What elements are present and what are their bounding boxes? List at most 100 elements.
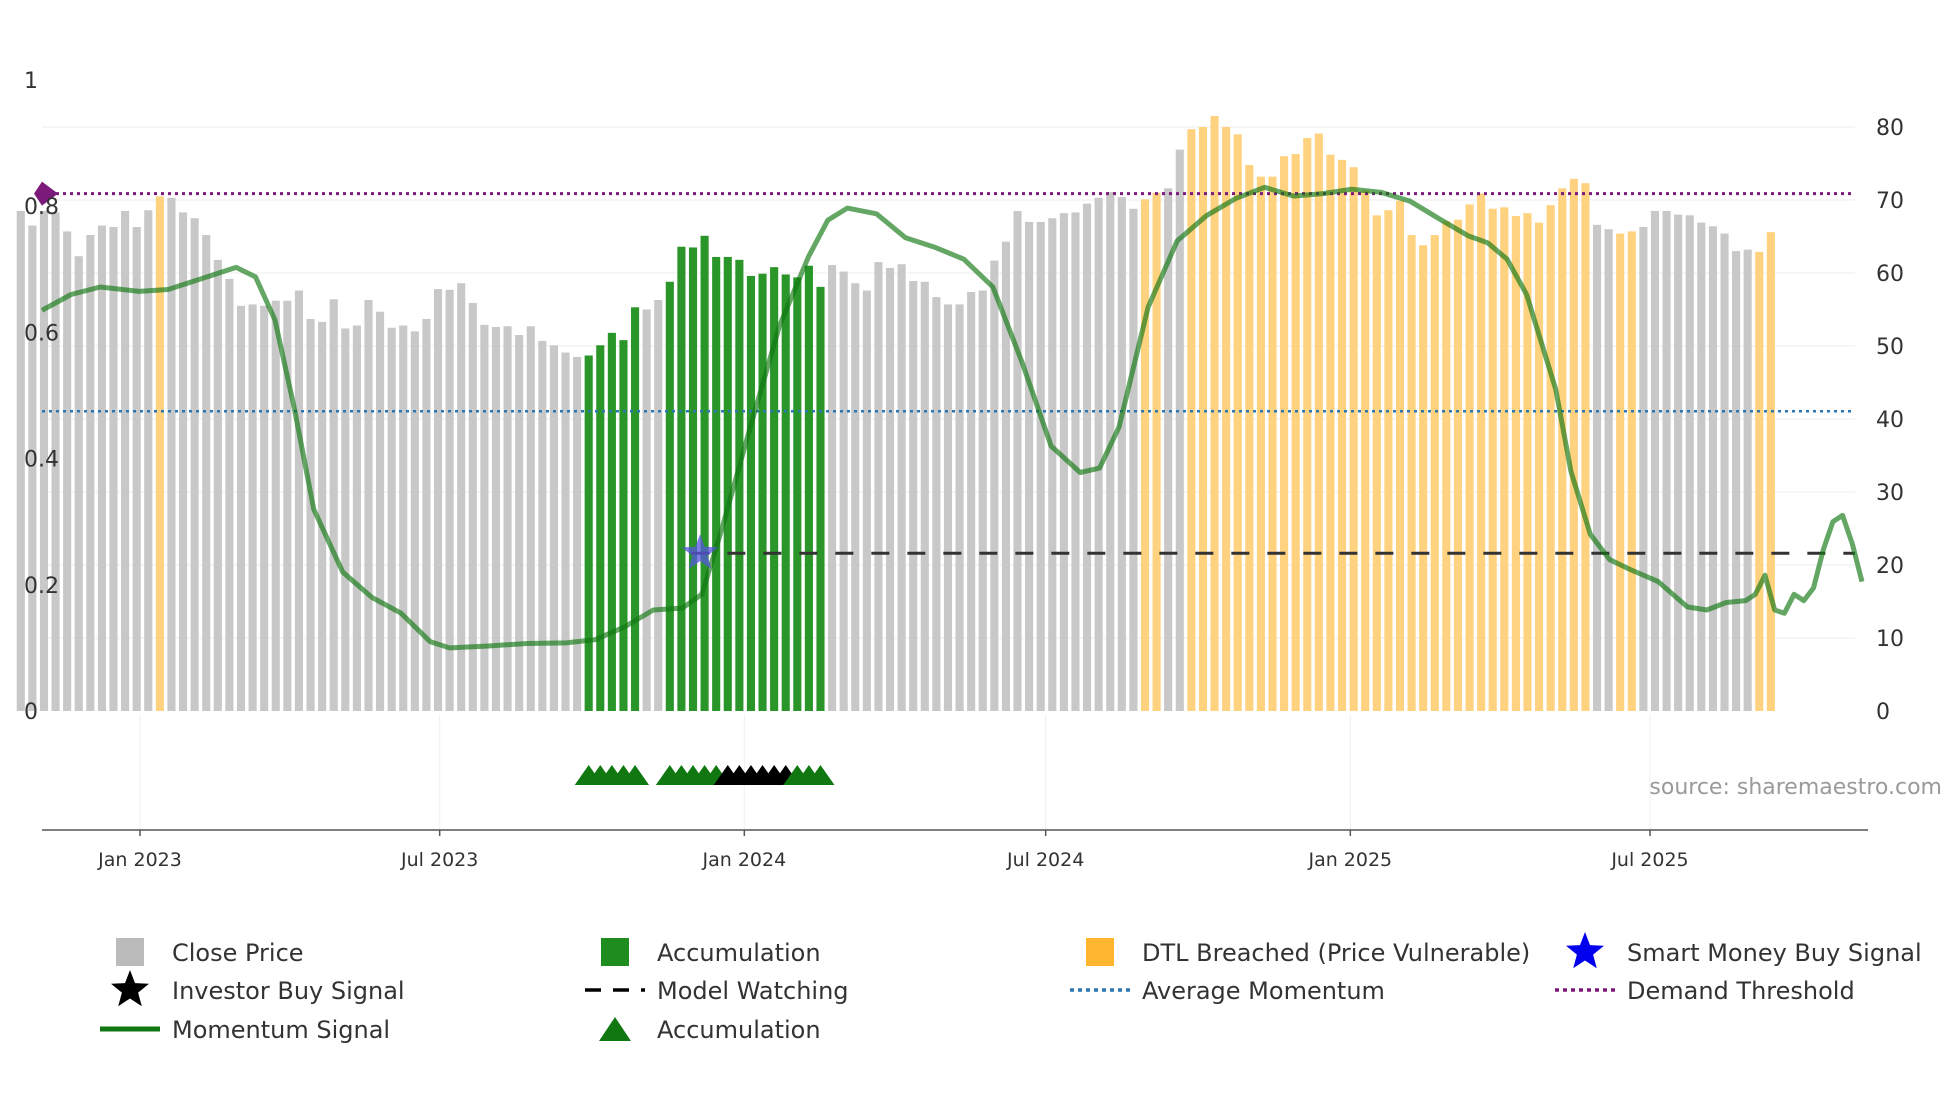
legend-label: Smart Money Buy Signal — [1627, 939, 1922, 967]
signal-lines — [34, 181, 1865, 651]
close-price-bar — [121, 210, 130, 711]
close-price-bar — [190, 218, 199, 711]
accumulation-bar — [596, 345, 605, 711]
accumulation-bar — [584, 355, 593, 711]
dtl-breached-bar — [1511, 216, 1520, 711]
legend-item-close: Close Price — [116, 938, 304, 967]
accumulation-bar — [665, 281, 674, 711]
close-price-bar — [1662, 210, 1671, 711]
close-price-bar — [1025, 221, 1034, 711]
close-price-bar — [561, 352, 570, 711]
legend-item-demand: Demand Threshold — [1555, 977, 1855, 1005]
right-tick-label: 30 — [1876, 481, 1904, 506]
legend-item-avg: Average Momentum — [1070, 977, 1385, 1005]
close-price-bar — [573, 356, 582, 711]
legend-item-dtl: DTL Breached (Price Vulnerable) — [1086, 938, 1530, 967]
accumulation-bar — [688, 247, 698, 711]
close-price-bar — [167, 197, 176, 711]
close-price-bar — [422, 318, 431, 711]
accumulation-bar — [677, 246, 686, 711]
close-price-bar — [213, 259, 222, 711]
dtl-breached-bar — [1558, 188, 1567, 711]
close-price-bar — [1001, 241, 1010, 712]
dtl-breached-bar — [1442, 221, 1451, 712]
close-price-bar — [897, 264, 906, 711]
legend-item-smart: Smart Money Buy Signal — [1566, 932, 1922, 969]
dtl-breached-bar — [1453, 219, 1462, 711]
close-price-bar — [839, 271, 848, 711]
close-price-bar — [1013, 210, 1022, 711]
close-price-bar — [1743, 249, 1752, 711]
dtl-breached-bar — [155, 196, 164, 712]
close-price-bar — [410, 331, 419, 711]
close-price-bar — [654, 300, 663, 711]
dtl-breached-bar — [1523, 213, 1532, 711]
dtl-breached-bar — [1222, 127, 1231, 711]
close-price-bar — [932, 297, 941, 711]
close-price-bar — [51, 212, 60, 711]
accumulation-bar — [723, 256, 732, 711]
dtl-breached-bar — [1384, 210, 1393, 711]
dtl-breached-bar — [1245, 164, 1254, 711]
close-price-bar — [144, 210, 153, 711]
close-price-bar — [1083, 203, 1092, 711]
dtl-breached-bar — [1465, 204, 1474, 711]
dtl-breached-bar — [1766, 232, 1775, 711]
close-price-bar — [132, 227, 141, 711]
close-price-bar — [433, 289, 443, 711]
close-price-bar — [967, 291, 976, 711]
source-note: source: sharemaestro.com — [1649, 775, 1942, 800]
close-price-bar — [16, 210, 25, 711]
legend-label: Investor Buy Signal — [172, 977, 405, 1005]
legend-label: Close Price — [172, 939, 304, 967]
close-price-bar — [74, 256, 83, 711]
legend-item-investor: Investor Buy Signal — [111, 970, 405, 1007]
close-price-bar — [874, 262, 883, 711]
close-price-bar — [399, 325, 408, 711]
dtl-breached-bar — [1140, 199, 1150, 711]
close-price-bar — [202, 235, 211, 712]
x-tick-label: Jul 2025 — [1610, 849, 1688, 871]
close-price-bar — [457, 283, 466, 711]
close-price-bar — [990, 260, 999, 711]
close-price-bar — [526, 326, 535, 711]
close-price-bar — [1117, 197, 1126, 711]
dtl-breached-bar — [1268, 176, 1277, 711]
accumulation-bar — [758, 273, 767, 711]
legend-label: Average Momentum — [1142, 977, 1385, 1005]
dtl-breached-bar — [1152, 192, 1161, 711]
right-tick-label: 60 — [1876, 262, 1904, 287]
dtl-breached-bar — [1256, 176, 1265, 711]
close-price-bar — [491, 327, 501, 711]
close-price-bar — [1650, 210, 1660, 711]
legend-label: Model Watching — [657, 977, 849, 1005]
close-price-bar — [294, 290, 304, 711]
x-tick-label: Jan 2025 — [1307, 849, 1392, 871]
dtl-breached-bar — [1361, 190, 1370, 711]
accumulation-bar — [630, 307, 640, 711]
dtl-breached-bar — [1419, 245, 1428, 711]
close-price-bar — [920, 281, 929, 711]
dtl-breached-bar — [1755, 251, 1764, 711]
legend-label: Accumulation — [657, 1016, 821, 1044]
dtl-breached-bar — [1280, 156, 1289, 711]
legend-label: Momentum Signal — [172, 1016, 390, 1044]
dtl-breached-bar — [1303, 137, 1312, 711]
smart-money-buy-star — [681, 534, 719, 569]
close-price-bar — [1708, 226, 1717, 711]
accumulation-bar — [770, 267, 779, 711]
close-price-bar — [86, 235, 95, 712]
legend-swatch — [601, 938, 629, 966]
close-price-bar — [376, 311, 385, 711]
close-price-bar — [538, 340, 547, 711]
signal-markers — [574, 534, 835, 785]
dtl-breached-bar — [1210, 116, 1219, 712]
dtl-breached-bar — [1198, 127, 1208, 711]
close-price-bar — [549, 345, 558, 711]
accumulation-bar — [793, 277, 802, 711]
close-price-bar — [851, 283, 860, 711]
close-price-bar — [341, 328, 350, 711]
close-price-bar — [503, 326, 512, 711]
dtl-breached-bar — [1407, 235, 1416, 712]
momentum-signal-line — [40, 184, 1865, 651]
